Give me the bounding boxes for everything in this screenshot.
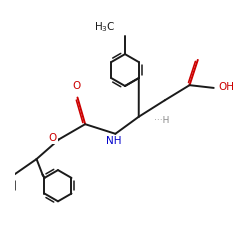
Text: ···H: ···H [154,116,169,126]
Text: H$_3$C: H$_3$C [94,20,116,34]
Text: O: O [48,133,56,143]
Text: NH: NH [106,136,122,146]
Text: O: O [72,82,80,92]
Text: OH: OH [219,82,235,92]
